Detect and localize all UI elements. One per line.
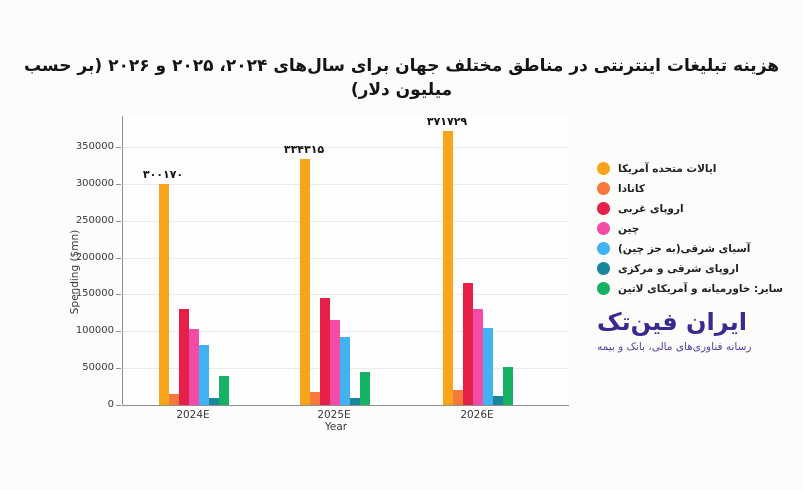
y-tick-mark	[116, 257, 121, 259]
legend-label: چین	[618, 222, 640, 235]
bar-2026E-s4	[483, 327, 493, 405]
brand-logo: ایران فین‌تک	[597, 308, 747, 336]
legend-label: اروپای شرقی و مرکزی	[618, 262, 739, 275]
legend-swatch-icon	[597, 242, 610, 255]
brand-block: ایران فین‌تک رسانه فناوری‌های مالی، بانک…	[597, 308, 751, 353]
gridline	[123, 257, 569, 259]
chart-title: هزینه تبلیغات اینترنتی در مناطق مختلف جه…	[23, 56, 780, 100]
bar-2025E-s4	[340, 337, 350, 405]
legend-item-1: کانادا	[597, 182, 783, 195]
bar-2024E-s2	[179, 309, 189, 405]
bar-2025E-s1	[310, 392, 320, 405]
y-tick-mark	[116, 183, 121, 185]
bar-2026E-s2	[463, 283, 473, 405]
bar-2026E-s1	[453, 390, 463, 405]
y-tick-label: 250000	[75, 214, 114, 226]
legend-label: اروپای غربی	[618, 202, 684, 215]
bar-2025E-s3	[330, 320, 340, 405]
bar-2024E-s4	[199, 344, 209, 405]
legend-swatch-icon	[597, 222, 610, 235]
y-tick-label: 300000	[75, 177, 114, 189]
bar-2024E-s3	[189, 329, 199, 405]
bar-2024E-s6	[219, 375, 229, 405]
bar-2025E-s6	[360, 371, 370, 405]
y-tick-label: 100000	[75, 325, 114, 337]
legend-item-5: اروپای شرقی و مرکزی	[597, 262, 783, 275]
legend-swatch-icon	[597, 282, 610, 295]
bar-2024E-s1	[169, 393, 179, 405]
legend-label: سایر: خاورمیانه و آمریکای لاتین	[618, 282, 783, 295]
y-tick-mark	[116, 331, 121, 333]
x-tick-label: 2024E	[176, 409, 210, 421]
plot-area	[122, 116, 569, 406]
legend-item-2: اروپای غربی	[597, 202, 783, 215]
legend-item-6: سایر: خاورمیانه و آمریکای لاتین	[597, 282, 783, 295]
bar-2025E-s5	[350, 397, 360, 405]
y-tick-label: 200000	[75, 251, 114, 263]
y-axis-label: Spending ($mn)	[69, 229, 81, 315]
x-tick-label: 2026E	[460, 409, 494, 421]
x-tick-label: 2025E	[317, 409, 351, 421]
y-tick-label: 350000	[75, 141, 114, 152]
y-tick-mark	[116, 368, 121, 370]
y-tick-mark	[116, 405, 121, 406]
y-tick-label: 0	[107, 399, 114, 410]
gridline	[123, 147, 569, 148]
legend-swatch-icon	[597, 262, 610, 275]
bar-2026E-s5	[493, 396, 503, 405]
legend-item-0: ایالات متحده آمریکا	[597, 162, 783, 175]
y-tick-mark	[116, 294, 121, 296]
chart-legend: ایالات متحده آمریکا کانادا اروپای غربی چین آ…	[597, 162, 783, 295]
legend-item-3: چین	[597, 222, 783, 235]
bar-2024E-s0	[159, 183, 169, 405]
legend-swatch-icon	[597, 202, 610, 215]
y-tick-mark	[116, 220, 121, 222]
bar-value-label: ۳۰۰۱۷۰	[142, 167, 184, 181]
bar-2026E-s0	[443, 130, 453, 405]
legend-label: کانادا	[618, 182, 645, 195]
gridline	[123, 294, 569, 296]
brand-tagline: رسانه فناوری‌های مالی، بانک و بیمه	[597, 340, 752, 353]
legend-label: ایالات متحده آمریکا	[618, 162, 717, 175]
bar-value-label: ۳۷۱۷۲۹	[426, 114, 468, 128]
legend-label: آسیای شرقی(به جز چین)	[618, 242, 751, 255]
bar-2025E-s2	[320, 298, 330, 405]
legend-swatch-icon	[597, 162, 610, 175]
bar-2024E-s5	[209, 398, 219, 405]
y-tick-label: 150000	[75, 288, 114, 300]
bar-value-label: ۳۳۴۳۱۵	[283, 142, 325, 156]
y-tick-label: 50000	[82, 362, 114, 374]
gridline	[123, 220, 569, 222]
y-tick-mark	[116, 147, 121, 148]
gridline	[123, 331, 569, 333]
bar-2026E-s6	[503, 366, 513, 405]
legend-item-4: آسیای شرقی(به جز چین)	[597, 242, 783, 255]
bar-2025E-s0	[300, 158, 310, 405]
x-axis-label: Year	[324, 421, 348, 433]
gridline	[123, 183, 569, 185]
bar-2026E-s3	[473, 309, 483, 405]
legend-swatch-icon	[597, 182, 610, 195]
